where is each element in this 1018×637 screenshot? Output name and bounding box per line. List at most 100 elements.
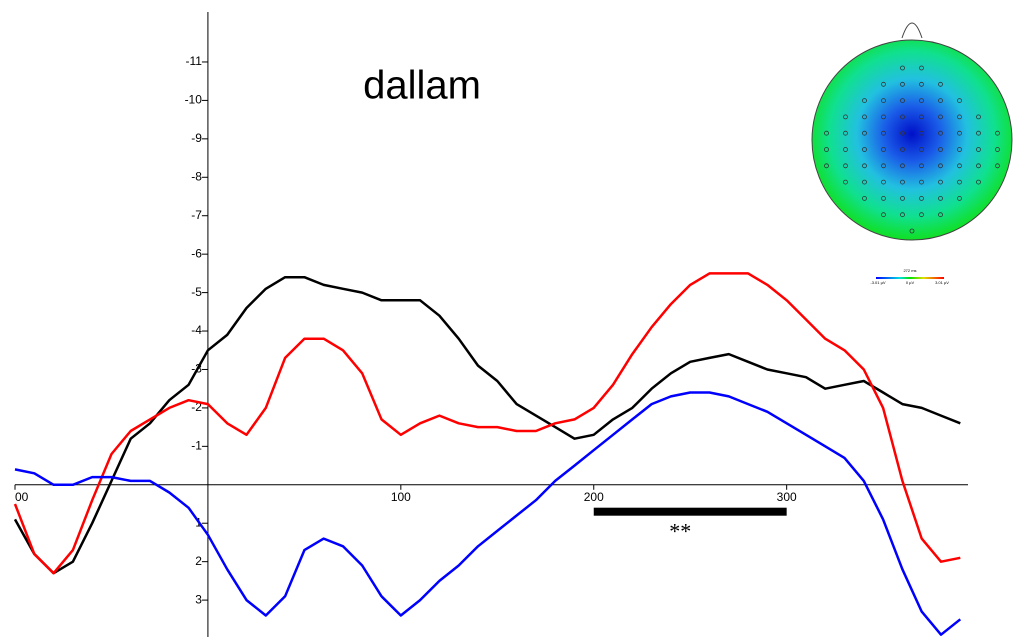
electrode <box>957 114 962 120</box>
electrode <box>938 81 943 87</box>
electrode <box>957 130 962 136</box>
electrode <box>909 228 915 234</box>
x-tick-label: 100 <box>391 490 411 504</box>
significance-label: ** <box>669 519 691 544</box>
color-bar-label: 0 µV <box>906 280 915 285</box>
y-tick-label: 3 <box>195 592 202 606</box>
electrode <box>862 179 867 185</box>
electrode <box>976 130 981 136</box>
electrode <box>900 98 905 103</box>
electrode <box>900 179 905 185</box>
significance-bar <box>593 507 787 516</box>
electrode <box>881 163 886 169</box>
electrode <box>862 114 867 120</box>
y-tick-label: 2 <box>195 554 202 568</box>
electrode <box>881 130 886 136</box>
y-tick-label: -9 <box>191 131 202 145</box>
electrode <box>862 147 867 152</box>
electrode <box>938 195 943 201</box>
series-line <box>14 391 962 636</box>
electrode <box>862 163 867 169</box>
color-bar <box>876 277 944 279</box>
electrode <box>843 163 848 169</box>
electrode <box>919 147 924 152</box>
topomap-electrodes <box>824 65 1000 234</box>
electrode <box>938 130 943 136</box>
topomap-time: 272 ms <box>903 268 916 273</box>
color-bar-label: 3.01 µV <box>935 280 949 285</box>
x-tick-label: 300 <box>777 490 797 504</box>
electrode <box>900 212 905 218</box>
y-tick-label: -6 <box>191 246 202 260</box>
electrode <box>995 147 1000 152</box>
electrode <box>824 147 829 152</box>
topomap-head <box>811 39 1013 241</box>
x-tick-label: 200 <box>584 490 604 504</box>
series-line <box>13 275 961 575</box>
electrode <box>957 179 962 185</box>
electrode <box>824 130 829 136</box>
electrode <box>881 81 886 87</box>
electrode <box>900 81 905 87</box>
electrode <box>881 212 886 218</box>
electrode <box>881 195 886 201</box>
electrode <box>919 163 924 169</box>
electrode <box>900 130 905 136</box>
electrode <box>881 98 886 103</box>
y-tick-label: -10 <box>185 93 203 107</box>
electrode <box>881 179 886 185</box>
electrode <box>957 195 962 201</box>
y-tick-label: -11 <box>185 54 202 68</box>
electrode <box>938 212 943 218</box>
electrode <box>919 195 924 201</box>
electrode <box>938 147 943 152</box>
electrode <box>995 130 1000 136</box>
electrode <box>938 98 943 103</box>
electrode <box>862 195 867 201</box>
topomap-nose <box>901 22 923 39</box>
electrode <box>976 163 981 169</box>
electrode <box>957 98 962 103</box>
series-line <box>13 272 961 575</box>
electrode <box>900 195 905 201</box>
electrode <box>938 179 943 185</box>
electrode <box>919 130 924 136</box>
x-tick-label: 00 <box>15 490 29 504</box>
electrode <box>919 98 924 103</box>
electrode <box>900 163 905 169</box>
chart-title: dallam <box>363 64 481 108</box>
y-tick-label: -1 <box>191 439 202 453</box>
electrode <box>824 163 829 169</box>
electrode <box>900 147 905 152</box>
color-bar-label: -3.01 µV <box>870 280 886 285</box>
electrode <box>900 114 905 120</box>
electrode <box>843 147 848 152</box>
electrode <box>957 147 962 152</box>
y-tick-label: -7 <box>191 208 202 222</box>
electrode <box>843 114 848 120</box>
y-tick-label: -8 <box>191 169 202 183</box>
electrode <box>919 65 924 71</box>
electrode <box>862 98 867 103</box>
electrode <box>919 81 924 87</box>
topomap: 272 ms -3.01 µV 0 µV 3.01 µV <box>811 22 1013 285</box>
electrode <box>919 114 924 120</box>
electrode <box>976 114 981 120</box>
electrode <box>938 114 943 120</box>
electrode <box>976 179 981 185</box>
y-tick-label: -5 <box>191 285 202 299</box>
electrode <box>976 147 981 152</box>
electrode <box>843 130 848 136</box>
electrode <box>919 179 924 185</box>
electrode <box>881 147 886 152</box>
electrode <box>919 212 924 218</box>
electrode <box>938 163 943 169</box>
y-tick-label: -4 <box>191 323 202 337</box>
y-tick-label: -2 <box>191 400 202 414</box>
electrode <box>995 163 1000 169</box>
electrode <box>862 130 867 136</box>
electrode <box>900 65 905 71</box>
electrode <box>881 114 886 120</box>
electrode <box>957 163 962 169</box>
